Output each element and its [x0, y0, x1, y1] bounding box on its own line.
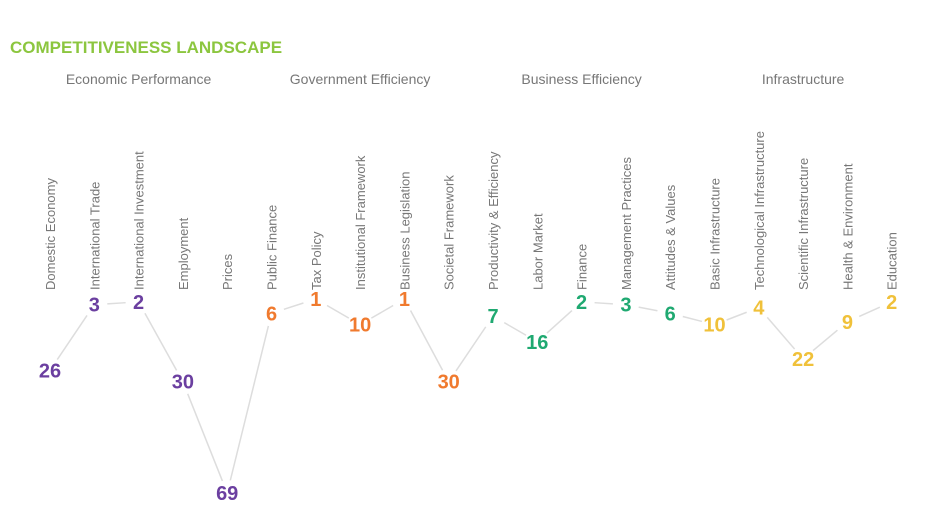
value-label: 10: [349, 315, 371, 337]
value-label: 22: [792, 349, 814, 371]
category-label: Domestic Economy: [43, 178, 58, 290]
value-label: 6: [665, 303, 676, 325]
category-label: Attitudes & Values: [663, 184, 678, 290]
category-label: International Trade: [87, 182, 102, 290]
value-label: 4: [753, 298, 765, 320]
category-labels: Domestic Economy International Trade Inter…: [43, 131, 900, 290]
series-segment: [812, 329, 838, 352]
value-label: 3: [89, 295, 100, 317]
value-label: 2: [886, 292, 897, 314]
group-label: Business Efficiency: [521, 71, 641, 87]
group-label: Economic Performance: [66, 71, 212, 87]
category-label: Societal Framework: [442, 175, 457, 290]
series-segment: [455, 326, 487, 372]
series-segment: [326, 304, 350, 319]
category-label: Labor Market: [530, 213, 545, 290]
category-label: International Investment: [132, 151, 147, 290]
category-label: Institutional Framework: [353, 155, 368, 290]
value-label: 30: [438, 372, 460, 394]
series-segment: [766, 316, 796, 350]
series-segment: [594, 301, 613, 305]
category-label: Basic Infrastructure: [708, 178, 723, 290]
category-label: Scientific Infrastructure: [796, 158, 811, 290]
series-segment: [144, 312, 178, 371]
series-segment: [56, 315, 88, 360]
category-label: Employment: [176, 217, 191, 290]
series-segment: [107, 301, 126, 305]
value-labels: 26 3 2 30 69 6 1 10 1 30 7 16 2 3 6 10 4 22 9 2: [39, 289, 897, 505]
category-label: Productivity & Efficiency: [486, 151, 501, 290]
category-label: Tax Policy: [309, 231, 324, 290]
value-label: 9: [842, 312, 853, 334]
value-label: 1: [399, 289, 410, 311]
value-label: 69: [216, 483, 238, 505]
series-segment: [409, 310, 444, 371]
value-label: 2: [576, 292, 587, 314]
category-label: Management Practices: [619, 157, 634, 290]
category-label: Prices: [220, 253, 235, 290]
value-label: 30: [172, 372, 194, 394]
category-label: Health & Environment: [840, 163, 855, 290]
series-segment: [638, 306, 658, 312]
value-label: 1: [310, 289, 321, 311]
series-lines: [56, 301, 881, 482]
series-segment: [858, 306, 881, 318]
series-segment: [187, 393, 224, 482]
value-label: 26: [39, 360, 61, 382]
group-label: Infrastructure: [762, 71, 845, 87]
value-label: 16: [526, 332, 548, 354]
value-label: 10: [703, 315, 725, 337]
series-segment: [682, 315, 703, 323]
series-segment: [546, 310, 573, 334]
group-label: Government Efficiency: [290, 71, 431, 87]
series-segment: [283, 302, 304, 310]
value-label: 3: [620, 295, 631, 317]
category-label: Business Legislation: [397, 171, 412, 290]
value-label: 7: [487, 306, 498, 328]
series-segment: [370, 304, 394, 319]
category-label: Technological Infrastructure: [752, 131, 767, 290]
category-label: Finance: [575, 244, 590, 290]
series-segment: [229, 325, 270, 481]
category-label: Public Finance: [265, 205, 280, 290]
series-segment: [503, 321, 527, 336]
series-segment: [726, 311, 747, 321]
group-labels: Economic Performance Government Efficienc…: [66, 71, 845, 87]
value-label: 2: [133, 292, 144, 314]
chart-title: COMPETITIVENESS LANDSCAPE: [10, 38, 282, 57]
value-label: 6: [266, 303, 277, 325]
category-label: Education: [885, 232, 900, 290]
